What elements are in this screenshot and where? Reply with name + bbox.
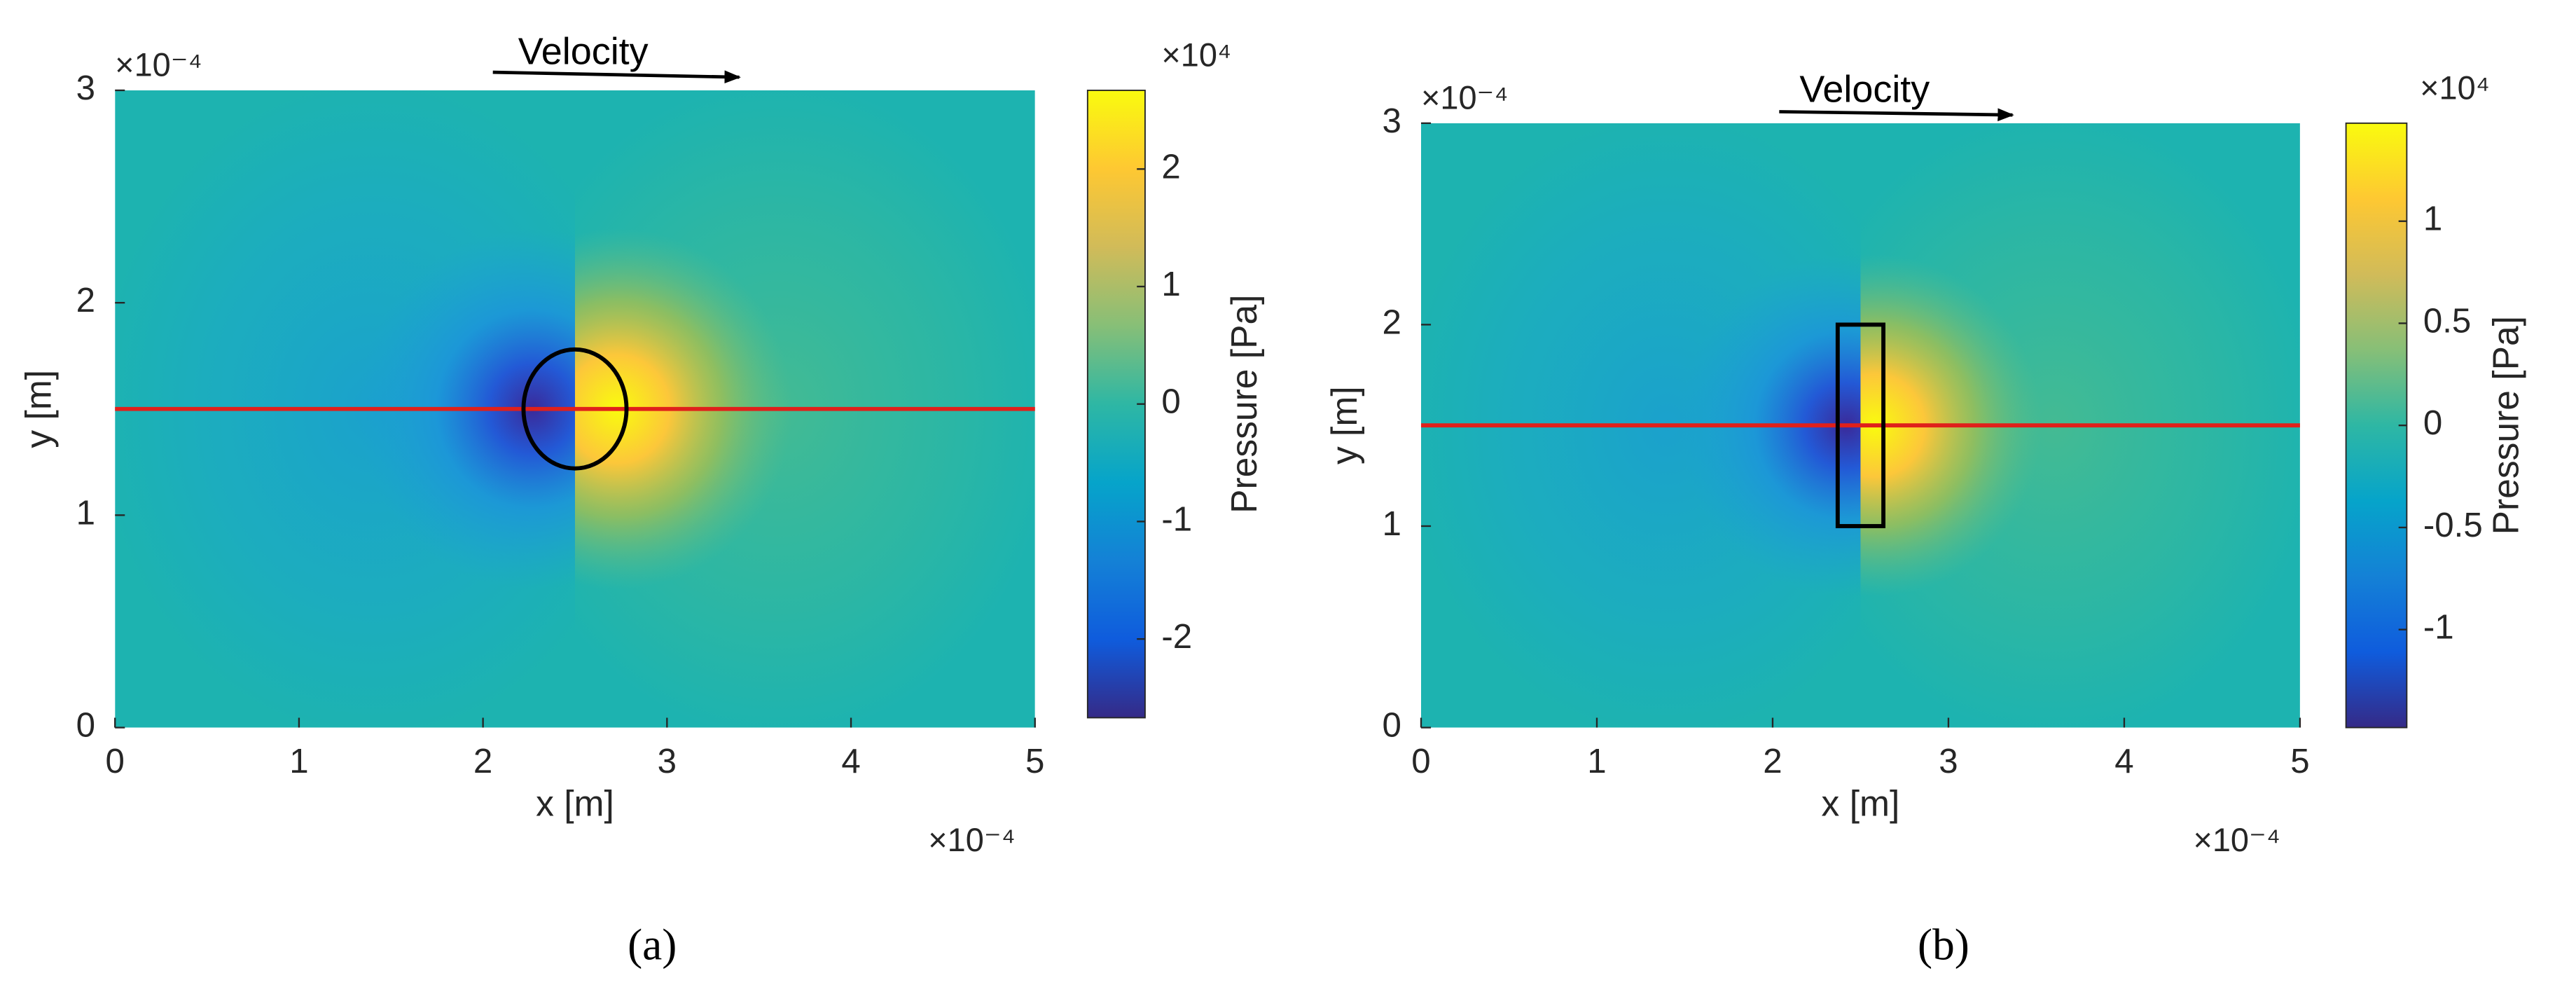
velocity-arrow [492, 70, 741, 84]
colorbar-tick-label: -0.5 [2423, 506, 2483, 544]
y-tick-label: 2 [76, 281, 95, 319]
y-multiplier: ×10⁻⁴ [1421, 79, 1508, 116]
x-multiplier: ×10⁻⁴ [2193, 822, 2280, 858]
x-tick-label: 4 [841, 742, 860, 780]
velocity-label: Velocity [518, 31, 649, 73]
y-tick-label: 1 [76, 493, 95, 532]
colorbar-tick-label: 0 [1161, 383, 1180, 421]
colorbar-multiplier: ×10⁴ [1161, 36, 1231, 73]
x-axis-label: x [m] [536, 783, 614, 824]
colorbar-tick-label: -1 [1161, 500, 1192, 538]
x-tick-label: 1 [1587, 742, 1606, 780]
y-tick-label: 0 [1382, 706, 1401, 745]
x-tick-label: 0 [105, 742, 124, 780]
x-tick-label: 2 [1763, 742, 1782, 780]
y-tick-label: 0 [76, 706, 95, 745]
colorbar-tick-label: 0.5 [2423, 301, 2471, 340]
x-tick-label: 5 [1025, 742, 1044, 780]
colorbar-tick-label: -1 [2423, 608, 2454, 647]
x-tick-label: 5 [2290, 742, 2309, 780]
colorbar-tick-label: 2 [1161, 147, 1180, 186]
colorbar-multiplier: ×10⁴ [2420, 69, 2490, 106]
colorbar-tick-label: -2 [1161, 617, 1192, 656]
colorbar [1086, 90, 1146, 719]
y-tick-label: 3 [1382, 102, 1401, 140]
x-tick-label: 4 [2114, 742, 2133, 780]
x-tick-label: 3 [658, 742, 677, 780]
obstacle [1835, 322, 1886, 528]
velocity-label: Velocity [1799, 69, 1930, 111]
colorbar-label: Pressure [Pa] [1224, 295, 1264, 514]
colorbar [2345, 122, 2408, 729]
x-tick-label: 2 [473, 742, 492, 780]
y-axis-label: y [m] [1324, 386, 1364, 464]
y-tick-label: 1 [1382, 504, 1401, 543]
colorbar-label: Pressure [Pa] [2485, 316, 2526, 535]
colorbar-tick-label: 1 [2423, 200, 2442, 238]
x-tick-label: 3 [1939, 742, 1958, 780]
obstacle [521, 347, 629, 471]
colorbar-tick-label: 0 [2423, 404, 2442, 442]
colorbar-tick-label: 1 [1161, 265, 1180, 303]
x-axis-label: x [m] [1822, 783, 1900, 824]
panel-label: (b) [1918, 921, 1969, 970]
velocity-arrow [1779, 108, 2014, 122]
y-multiplier: ×10⁻⁴ [115, 47, 202, 83]
x-tick-label: 1 [289, 742, 308, 780]
y-tick-label: 3 [76, 69, 95, 107]
y-tick-label: 2 [1382, 303, 1401, 341]
y-axis-label: y [m] [18, 370, 58, 448]
panel-label: (a) [628, 921, 677, 970]
x-tick-label: 0 [1411, 742, 1430, 780]
x-multiplier: ×10⁻⁴ [928, 822, 1015, 858]
